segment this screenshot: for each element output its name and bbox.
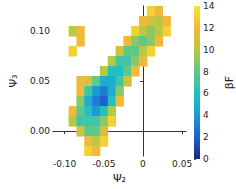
svg-text:-0.10: -0.10 xyxy=(53,159,77,169)
svg-text:8: 8 xyxy=(203,67,209,77)
svg-text:4: 4 xyxy=(203,110,209,120)
svg-text:10: 10 xyxy=(203,45,215,55)
svg-text:0: 0 xyxy=(140,159,146,169)
svg-text:βF: βF xyxy=(223,76,236,89)
svg-text:0.05: 0.05 xyxy=(30,76,50,86)
svg-text:-0.05: -0.05 xyxy=(92,159,115,169)
svg-text:14: 14 xyxy=(203,1,215,11)
svg-text:2: 2 xyxy=(203,132,209,142)
svg-text:0.10: 0.10 xyxy=(30,26,50,36)
svg-text:Ψ₃: Ψ₃ xyxy=(7,75,20,88)
svg-text:6: 6 xyxy=(203,88,209,98)
svg-text:0.05: 0.05 xyxy=(172,159,192,169)
svg-text:0: 0 xyxy=(203,154,209,164)
svg-text:12: 12 xyxy=(203,23,214,33)
svg-text:Ψ₂: Ψ₂ xyxy=(113,172,126,185)
svg-text:0.00: 0.00 xyxy=(30,126,50,136)
